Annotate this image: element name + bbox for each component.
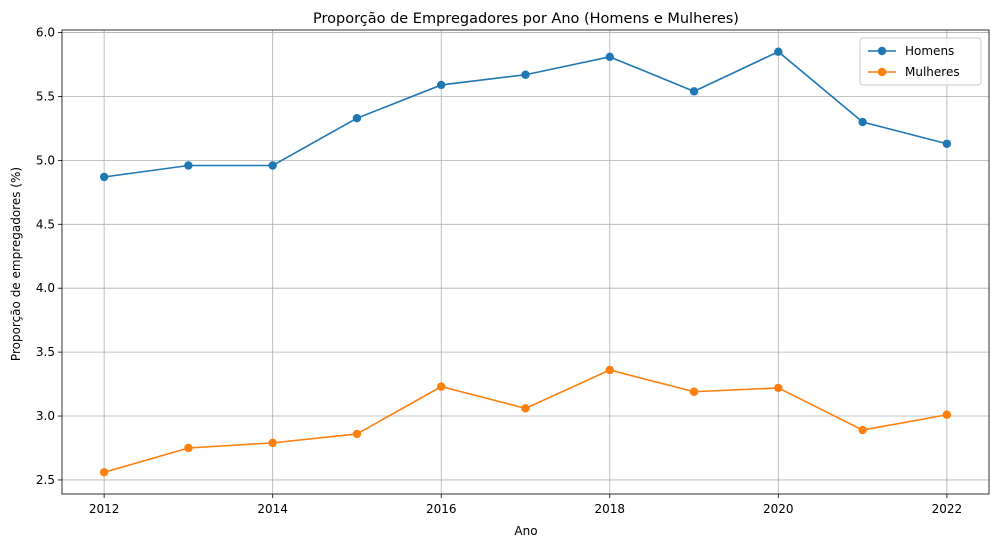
data-point [437,80,446,90]
y-tick-label: 4.0 [36,281,55,295]
data-point [184,161,193,170]
plot-frame [61,29,990,495]
y-axis-label: Proporção de empregadores (%) [9,167,23,361]
chart-title: Proporção de Empregadores por Ano (Homen… [313,11,739,27]
x-axis-label: Ano [514,524,537,538]
y-tick-label: 4.5 [36,217,55,231]
x-tick-label: 2012 [89,502,120,516]
y-tick-label: 5.5 [36,89,55,103]
data-point [521,70,530,79]
y-tick-label: 3.0 [36,409,55,423]
series-line [103,369,948,474]
x-tick-label: 2020 [763,502,794,516]
series-homens [99,47,952,182]
legend-marker [877,46,887,56]
data-point [858,425,867,435]
data-point [437,382,446,391]
y-tick-label: 2.5 [36,473,55,487]
x-tick-label: 2014 [257,502,288,516]
series-group [99,47,952,477]
x-tick-label: 2022 [932,502,963,516]
data-point [352,113,362,123]
series-mulheres [99,365,952,477]
data-point [99,172,109,182]
data-point [99,468,109,477]
data-point [184,443,193,453]
y-tick-label: 5.0 [36,153,55,167]
legend-box [859,37,982,86]
series-line [104,50,948,178]
data-point [605,52,614,62]
y-tick-label: 3.5 [36,345,55,359]
data-point [268,438,277,448]
data-point [689,87,699,96]
data-point [774,383,783,393]
data-point [605,365,614,375]
data-point [521,404,530,413]
y-tick-label: 6.0 [36,26,55,40]
data-point [858,117,867,127]
x-tick-label: 2018 [594,502,625,516]
legend: Homens Mulheres [859,37,982,86]
legend-entry: Mulheres [868,65,960,79]
legend-label: Homens [905,44,954,58]
legend-marker [877,67,887,77]
data-point [352,429,362,439]
data-point [942,410,952,419]
data-point [689,387,699,396]
grid [62,30,989,494]
data-point [942,139,952,148]
legend-entry: Homens [868,44,954,58]
axes: 2012 2014 2016 2018 2020 2022 2.5 3.0 3.5 4.0 4.5 5… [36,26,990,516]
legend-label: Mulheres [905,65,960,79]
data-point [268,161,277,170]
x-tick-label: 2016 [426,502,457,516]
data-point [774,47,783,56]
